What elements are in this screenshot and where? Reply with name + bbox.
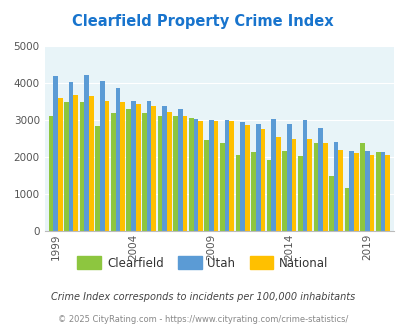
Bar xyxy=(64,102,69,231)
Bar xyxy=(291,139,296,231)
Bar xyxy=(100,81,104,231)
Bar xyxy=(375,152,379,231)
Bar xyxy=(322,143,327,231)
Bar xyxy=(328,176,333,231)
Bar xyxy=(364,151,369,231)
Bar xyxy=(255,124,260,231)
Bar xyxy=(302,120,307,231)
Bar xyxy=(229,121,233,231)
Bar xyxy=(213,121,218,231)
Bar xyxy=(369,155,373,231)
Bar xyxy=(307,139,311,231)
Bar xyxy=(209,120,213,231)
Bar xyxy=(84,75,89,231)
Bar xyxy=(224,120,229,231)
Bar xyxy=(275,137,280,231)
Bar xyxy=(266,160,271,231)
Bar xyxy=(338,150,342,231)
Bar xyxy=(379,152,384,231)
Bar xyxy=(151,106,156,231)
Text: Clearfield Property Crime Index: Clearfield Property Crime Index xyxy=(72,14,333,29)
Bar xyxy=(198,121,202,231)
Bar xyxy=(384,155,389,231)
Bar xyxy=(146,101,151,231)
Bar xyxy=(104,101,109,231)
Bar xyxy=(240,121,244,231)
Bar xyxy=(251,152,255,231)
Bar xyxy=(162,106,166,231)
Bar xyxy=(193,119,198,231)
Bar xyxy=(281,151,286,231)
Bar xyxy=(157,116,162,231)
Bar xyxy=(120,102,125,231)
Bar xyxy=(244,124,249,231)
Bar xyxy=(49,116,53,231)
Bar xyxy=(235,155,240,231)
Bar xyxy=(173,116,177,231)
Text: © 2025 CityRating.com - https://www.cityrating.com/crime-statistics/: © 2025 CityRating.com - https://www.city… xyxy=(58,315,347,324)
Bar xyxy=(136,104,140,231)
Bar xyxy=(53,76,58,231)
Bar xyxy=(115,88,120,231)
Bar xyxy=(344,188,349,231)
Bar xyxy=(260,129,264,231)
Bar xyxy=(188,118,193,231)
Bar xyxy=(182,116,187,231)
Bar xyxy=(126,109,131,231)
Bar xyxy=(111,113,115,231)
Bar xyxy=(58,98,62,231)
Bar xyxy=(271,119,275,231)
Bar xyxy=(353,153,358,231)
Bar xyxy=(69,82,73,231)
Bar xyxy=(73,95,78,231)
Bar xyxy=(286,124,291,231)
Bar xyxy=(318,128,322,231)
Bar xyxy=(166,112,171,231)
Bar xyxy=(359,143,364,231)
Bar xyxy=(349,151,353,231)
Bar xyxy=(131,101,136,231)
Bar xyxy=(297,156,302,231)
Bar xyxy=(204,140,209,231)
Bar xyxy=(89,96,94,231)
Bar xyxy=(79,102,84,231)
Bar xyxy=(142,113,146,231)
Bar xyxy=(333,142,338,231)
Bar xyxy=(95,126,100,231)
Bar xyxy=(220,143,224,231)
Text: Crime Index corresponds to incidents per 100,000 inhabitants: Crime Index corresponds to incidents per… xyxy=(51,292,354,302)
Bar xyxy=(313,143,318,231)
Bar xyxy=(177,109,182,231)
Legend: Clearfield, Utah, National: Clearfield, Utah, National xyxy=(72,252,333,274)
